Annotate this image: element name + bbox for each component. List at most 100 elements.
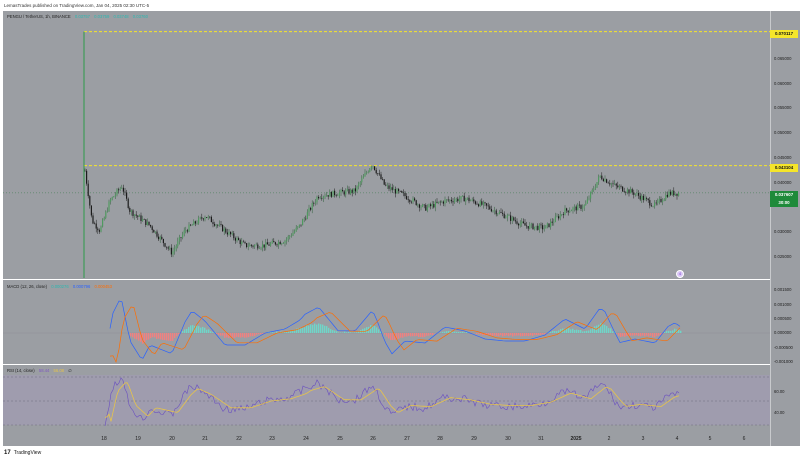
symbol-legend: PENGU / TetherUS, 1h, BINANCE 0.03757 0.… (7, 14, 151, 19)
candle-body (244, 242, 246, 244)
time-label: 26 (370, 436, 376, 442)
macd-histogram-bar (516, 333, 518, 336)
candle-body (607, 182, 609, 184)
macd-histogram-bar (542, 333, 544, 335)
candle-body (353, 188, 355, 193)
candle-body (601, 175, 603, 180)
macd-histogram-bar (390, 333, 392, 341)
candle-body (580, 205, 582, 209)
candle-body (625, 192, 627, 193)
macd-histogram-bar (588, 330, 590, 333)
candle-body (479, 201, 481, 207)
macd-tick: -0.000500 (774, 345, 793, 350)
candle-body (412, 198, 414, 203)
macd-histogram-bar (502, 333, 504, 337)
macd-histogram-bar (572, 328, 574, 333)
pane-separator-main-macd[interactable] (3, 279, 770, 280)
macd-histogram-bar (538, 333, 540, 336)
candle-body (626, 189, 628, 193)
macd-histogram-bar (306, 325, 308, 333)
macd-histogram-bar (234, 333, 236, 338)
macd-histogram-bar (332, 330, 334, 333)
macd-histogram-bar (616, 333, 618, 334)
candle-body (516, 221, 518, 224)
candle-body (242, 241, 244, 243)
candle-body (218, 224, 220, 226)
candle-body (310, 207, 312, 210)
macd-histogram-bar (374, 325, 376, 333)
candle-body (489, 206, 491, 210)
candle-body (156, 231, 158, 237)
candle-body (375, 170, 377, 174)
candle-body (393, 189, 395, 191)
macd-histogram-bar (196, 325, 198, 333)
macd-histogram-bar (664, 332, 666, 333)
macd-histogram-bar (668, 330, 670, 333)
macd-histogram-bar (412, 333, 414, 337)
candle-body (326, 195, 328, 197)
candle-body (642, 195, 644, 201)
chart-frame[interactable] (3, 11, 800, 446)
macd-signal-value: 0.000453 (94, 284, 112, 289)
macd-histogram-bar (324, 325, 326, 333)
candle-body (378, 173, 380, 175)
candle-body (302, 220, 304, 226)
candle-body (190, 224, 192, 226)
candle-body (634, 193, 636, 195)
macd-histogram-bar (136, 333, 138, 340)
candle-body (500, 212, 502, 213)
time-label: 5 (708, 436, 712, 442)
candle-body (604, 179, 606, 182)
macd-histogram-bar (242, 333, 244, 338)
candle-body (417, 204, 419, 206)
candle-body (297, 226, 299, 228)
candle-body (342, 189, 344, 192)
macd-histogram-bar (310, 324, 312, 333)
event-marker-icon[interactable]: 4 (676, 270, 684, 278)
time-label: 2 (607, 436, 611, 442)
macd-histogram-bar (210, 331, 212, 333)
macd-histogram-bar (396, 333, 398, 340)
candle-body (110, 199, 112, 202)
candle-body (223, 228, 225, 232)
candle-body (126, 192, 128, 199)
candle-body (177, 241, 179, 247)
candle-body (206, 217, 208, 218)
ohlc-low: 0.03748 (113, 14, 129, 19)
macd-histogram-bar (156, 333, 158, 339)
candle-body (471, 199, 473, 201)
macd-histogram-bar (406, 333, 408, 337)
candle-body (452, 201, 454, 203)
candle-body (542, 225, 544, 230)
candle-body (422, 204, 424, 207)
macd-histogram-bar (206, 329, 208, 333)
candle-body (484, 202, 486, 204)
candle-body (279, 241, 281, 245)
macd-histogram-bar (500, 333, 502, 336)
brand-name[interactable]: TradingView (13, 450, 42, 456)
candle-body (359, 182, 361, 184)
candle-body (105, 211, 107, 218)
candle-body (306, 212, 308, 219)
rsi-title: RSI (14, close) (7, 368, 35, 373)
candle-body (519, 223, 521, 226)
candle-body (222, 224, 224, 232)
candle-body (548, 223, 550, 228)
time-axis[interactable] (3, 433, 770, 446)
macd-histogram-bar (446, 331, 448, 333)
macd-histogram-bar (532, 333, 534, 336)
pane-separator-macd-rsi[interactable] (3, 364, 770, 365)
candle-body (103, 217, 105, 220)
macd-histogram-bar (408, 333, 410, 336)
candle-body (300, 224, 302, 226)
macd-histogram-bar (372, 325, 374, 333)
candle-body (209, 216, 211, 218)
macd-histogram-bar (524, 333, 526, 336)
price-scale[interactable] (770, 11, 800, 446)
time-label: 19 (135, 436, 141, 442)
candle-body (303, 218, 305, 221)
macd-histogram-bar (464, 332, 466, 333)
macd-histogram-bar (228, 333, 230, 339)
macd-histogram-bar (422, 333, 424, 338)
